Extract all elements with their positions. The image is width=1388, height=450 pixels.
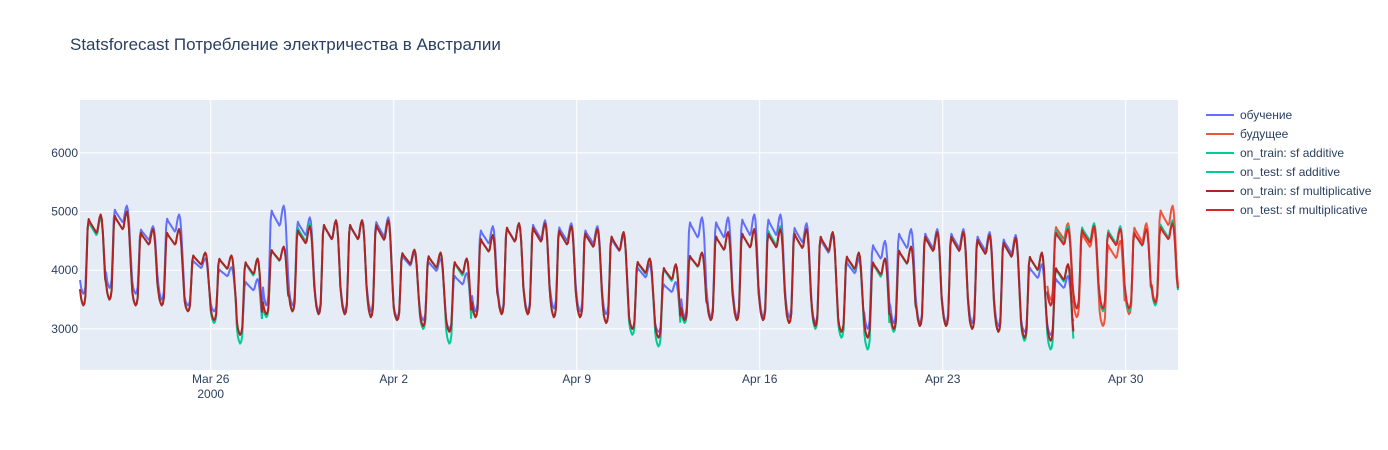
plot-area [80, 100, 1178, 370]
chart-title: Statsforecast Потребление электричества … [70, 35, 501, 54]
y-tick-label: 3000 [51, 322, 78, 336]
x-tick-label: Mar 26 [192, 372, 230, 386]
x-tick-label: Apr 23 [925, 372, 961, 386]
y-tick-label: 5000 [51, 205, 78, 219]
series-line [79, 210, 1075, 342]
legend-label: on_test: sf additive [1240, 165, 1340, 179]
series-layer [79, 204, 1179, 351]
legend-item[interactable]: on_train: sf multiplicative [1206, 184, 1372, 198]
legend-item[interactable]: будущее [1206, 127, 1289, 141]
legend-item[interactable]: on_test: sf additive [1206, 165, 1340, 179]
legend-item[interactable]: on_train: sf additive [1206, 146, 1344, 160]
legend-label: on_train: sf additive [1240, 146, 1344, 160]
y-axis-ticks: 3000 4000 5000 6000 [51, 146, 78, 336]
legend-label: обучение [1240, 108, 1293, 122]
legend-item[interactable]: on_test: sf multiplicative [1206, 203, 1368, 217]
legend-label: будущее [1240, 127, 1289, 141]
x-tick-label: Apr 16 [742, 372, 778, 386]
legend-label: on_test: sf multiplicative [1240, 203, 1368, 217]
x-tick-label: Apr 9 [562, 372, 591, 386]
legend[interactable]: обучение будущее on_train: sf additive on_t… [1206, 108, 1372, 217]
grid-lines [80, 100, 1178, 370]
legend-item[interactable]: обучение [1206, 108, 1293, 122]
x-tick-label: Apr 30 [1108, 372, 1144, 386]
y-tick-label: 4000 [51, 263, 78, 277]
x-tick-sublabel: 2000 [197, 387, 224, 401]
legend-label: on_train: sf multiplicative [1240, 184, 1372, 198]
series-line [1046, 222, 1179, 310]
x-tick-label: Apr 2 [379, 372, 408, 386]
y-tick-label: 6000 [51, 146, 78, 160]
